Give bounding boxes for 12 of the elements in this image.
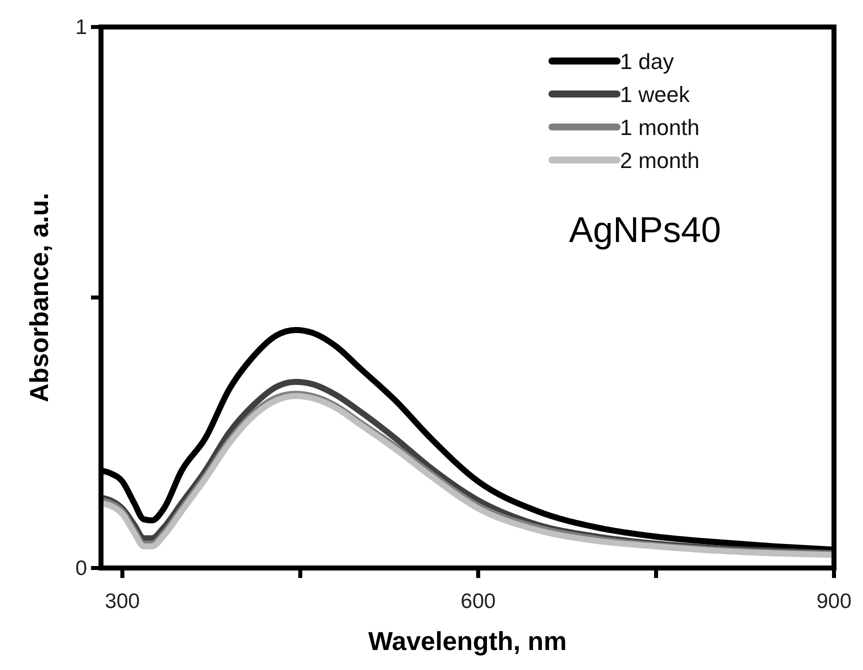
y-tick-label: 0 <box>75 557 87 580</box>
y-axis-title: Absorbance, a.u. <box>24 192 54 402</box>
annotation: AgNPs40 <box>568 209 722 250</box>
x-axis-title: Wavelength, nm <box>368 626 567 656</box>
x-tick-label: 600 <box>460 590 496 613</box>
legend-label: 1 month <box>620 115 700 140</box>
legend-label: 1 day <box>620 49 674 74</box>
x-tick-label: 900 <box>816 590 852 613</box>
legend-label: 1 week <box>620 82 691 107</box>
x-tick-label: 300 <box>104 590 140 613</box>
y-tick-label: 1 <box>75 16 87 39</box>
legend-label: 2 month <box>620 148 700 173</box>
